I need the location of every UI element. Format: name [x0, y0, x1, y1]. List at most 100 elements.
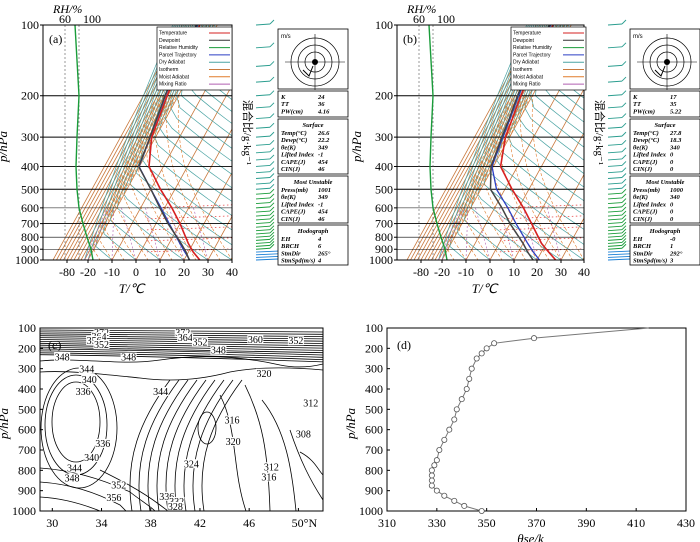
wind-barb-flag: [621, 154, 627, 160]
rh-tick-label: 60: [413, 12, 425, 26]
index-block-title: Most Unstable: [645, 179, 685, 186]
contour-line: [40, 496, 101, 511]
x-tick-label: 50°N: [292, 516, 318, 530]
contour-line: [40, 341, 323, 347]
wind-barb-flag: [621, 147, 627, 153]
contour-label: 352: [111, 481, 126, 492]
contour-label: 328: [168, 502, 183, 513]
data-point: [491, 340, 498, 347]
index-name: Lifted Index: [632, 152, 667, 159]
contour-label-bg: [223, 415, 240, 425]
contour-line: [40, 354, 323, 363]
wind-barb: [255, 171, 271, 174]
y-tick-label: 600: [21, 201, 39, 215]
x-tick-label: 350: [478, 516, 496, 530]
contour-label: 336: [95, 439, 110, 450]
y-tick-label: 700: [365, 443, 383, 457]
index-name: CAPE(J): [633, 209, 658, 216]
y-tick-label: 1000: [15, 253, 39, 267]
mixing-ratio-line: [523, 207, 538, 260]
contour-label-bg: [225, 436, 242, 446]
contour-label-bg: [158, 491, 175, 501]
x-tick-label: 10: [154, 265, 166, 279]
wind-barb: [255, 210, 271, 213]
contour-label: 312: [303, 398, 318, 409]
legend-entry: Moist Adiabat: [513, 74, 544, 80]
wind-barb-flag: [269, 76, 275, 82]
x-tick-label: 0: [133, 265, 139, 279]
y-tick-label: 100: [365, 321, 383, 335]
y-axis-label: p/hPa: [343, 407, 358, 440]
wind-barb-flag: [621, 193, 627, 199]
temperature-line: [499, 25, 557, 260]
dewpoint-line: [137, 25, 197, 260]
contour-label-bg: [63, 473, 80, 483]
legend-entry: Relative Humidity: [513, 45, 552, 51]
dry-adiabat: [449, 25, 531, 260]
data-point: [461, 502, 468, 509]
rh-tick-label: 100: [437, 12, 455, 26]
index-block-title: Hodograph: [297, 228, 329, 235]
moist-adiabat: [99, 95, 162, 260]
x-tick-label: 40: [578, 265, 590, 279]
data-point: [428, 472, 435, 479]
wind-barb: [607, 64, 623, 67]
wind-barb-flag: [621, 183, 627, 189]
contour-line: [147, 379, 189, 511]
x-tick-label: 30: [202, 265, 214, 279]
wind-barb: [255, 250, 279, 253]
wind-barb-flag: [621, 122, 627, 128]
x-tick-label: 330: [428, 516, 446, 530]
plot-frame: [39, 327, 324, 512]
contour-label-bg: [120, 352, 137, 362]
y-tick-label: 600: [365, 423, 383, 437]
wind-barb: [255, 244, 271, 247]
mixing-ratio-axis-label: 混合比/g·kg⁻¹: [593, 100, 607, 165]
y-tick-label: 600: [18, 423, 36, 437]
wind-barb-flag: [269, 131, 275, 137]
wind-barb: [607, 23, 623, 26]
rh-axis-label: RH/%: [52, 2, 82, 16]
index-value: 4: [317, 236, 322, 243]
index-value: 22.2: [317, 137, 330, 144]
legend-entry: Dry Adiabat: [513, 60, 539, 66]
temperature-line: [148, 25, 201, 260]
index-block-title: Surface: [303, 122, 324, 129]
index-value: 454: [317, 209, 329, 216]
legend-entry: Dry Adiabat: [159, 60, 185, 66]
moist-adiabat: [509, 95, 562, 260]
x-axis-label: θse/k: [517, 531, 544, 542]
index-name: Temp(°C): [633, 130, 659, 137]
contour-label-bg: [94, 438, 111, 448]
dry-adiabat: [508, 25, 584, 202]
x-tick-label: 46: [243, 516, 255, 530]
contour-label-bg: [78, 364, 95, 374]
data-point: [453, 406, 460, 413]
y-tick-label: 300: [365, 362, 383, 376]
wind-barb: [255, 232, 271, 235]
data-point: [441, 436, 448, 443]
wind-barb-flag: [621, 167, 627, 172]
contour-label-bg: [93, 339, 110, 349]
contour-label: 352: [94, 340, 109, 351]
wind-barb: [255, 192, 271, 195]
contour-label-bg: [54, 352, 71, 362]
wind-barb-flag: [621, 113, 627, 118]
contour-line: [156, 379, 198, 511]
wind-barb-flag: [621, 238, 627, 243]
wind-barb-flag: [621, 76, 627, 82]
y-tick-label: 300: [18, 362, 36, 376]
contour-label: 348: [121, 353, 136, 364]
x-tick-label: 370: [528, 516, 546, 530]
wind-barb: [607, 135, 623, 138]
dry-adiabat: [129, 25, 232, 260]
wind-barb-flag: [269, 235, 275, 240]
wind-barb-flag: [621, 188, 627, 194]
index-value: 36: [317, 101, 325, 108]
wind-barb-flag: [269, 206, 275, 212]
contour-line: [51, 381, 101, 463]
